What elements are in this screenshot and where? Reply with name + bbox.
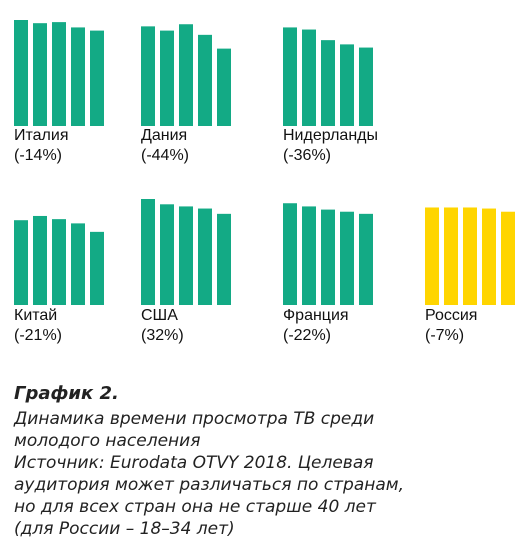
change-label: (-36%) bbox=[283, 147, 331, 164]
country-group: Дания (-44%) bbox=[141, 24, 231, 164]
bar bbox=[90, 231, 104, 305]
bar bbox=[217, 48, 231, 127]
caption-line: Источник: Eurodata OTVY 2018. Целевая bbox=[14, 453, 374, 473]
caption-line: (для России – 18–34 лет) bbox=[14, 519, 235, 539]
bar bbox=[33, 215, 47, 305]
country-label: США bbox=[141, 307, 178, 324]
caption-line: Динамика времени просмотра ТВ среди bbox=[14, 409, 375, 429]
small-multiples-bar-chart: Италия (-14%) Дания (-44%) Нидерланды (-36%) К… bbox=[14, 20, 515, 344]
change-label: (-22%) bbox=[283, 327, 331, 344]
bar bbox=[283, 203, 297, 305]
country-group: Италия (-14%) bbox=[14, 20, 104, 164]
bar bbox=[302, 29, 316, 126]
country-group: Нидерланды (-36%) bbox=[283, 27, 378, 164]
change-label: (-44%) bbox=[141, 147, 189, 164]
caption-line: молодого населения bbox=[14, 431, 201, 451]
bar bbox=[198, 208, 212, 305]
bar bbox=[160, 30, 174, 127]
bar bbox=[463, 207, 477, 305]
country-label: Нидерланды bbox=[283, 127, 378, 144]
bar bbox=[14, 20, 28, 126]
bar bbox=[425, 207, 439, 305]
bar bbox=[340, 44, 354, 126]
country-group: США (32%) bbox=[141, 199, 231, 344]
caption-line: аудитория может различаться по странам, bbox=[14, 475, 405, 495]
bar bbox=[141, 26, 155, 126]
bar bbox=[302, 206, 316, 305]
bar bbox=[359, 213, 373, 305]
bar bbox=[71, 27, 85, 127]
bar bbox=[52, 219, 66, 305]
change-label: (32%) bbox=[141, 327, 184, 344]
bar bbox=[198, 34, 212, 127]
country-label: Дания bbox=[141, 127, 187, 144]
caption-title: График 2. bbox=[14, 383, 119, 404]
bar bbox=[52, 22, 66, 126]
bar bbox=[90, 30, 104, 127]
change-label: (-21%) bbox=[14, 327, 62, 344]
country-label: Италия bbox=[14, 127, 68, 144]
chart-caption: График 2. Динамика времени просмотра ТВ … bbox=[14, 382, 519, 540]
country-group: Франция (-22%) bbox=[283, 203, 373, 344]
change-label: (-14%) bbox=[14, 147, 62, 164]
bar bbox=[14, 220, 28, 305]
bar bbox=[217, 213, 231, 305]
country-label: Франция bbox=[283, 307, 349, 324]
bar bbox=[359, 47, 373, 127]
bar bbox=[179, 206, 193, 305]
bar bbox=[321, 40, 335, 126]
country-group: Китай (-21%) bbox=[14, 215, 104, 344]
bar bbox=[482, 208, 496, 305]
bar bbox=[501, 211, 515, 305]
bar bbox=[340, 211, 354, 305]
bar bbox=[179, 24, 193, 127]
change-label: (-7%) bbox=[425, 327, 464, 344]
bar bbox=[444, 207, 458, 305]
bar bbox=[321, 209, 335, 305]
bar bbox=[141, 199, 155, 305]
bar bbox=[160, 204, 174, 305]
country-label: Россия bbox=[425, 307, 477, 324]
bar bbox=[33, 23, 47, 126]
bar bbox=[283, 27, 297, 127]
country-label: Китай bbox=[14, 307, 57, 324]
bar bbox=[71, 223, 85, 305]
country-group: Россия (-7%) bbox=[425, 207, 515, 344]
caption-line: но для всех стран она не старше 40 лет bbox=[14, 497, 376, 517]
